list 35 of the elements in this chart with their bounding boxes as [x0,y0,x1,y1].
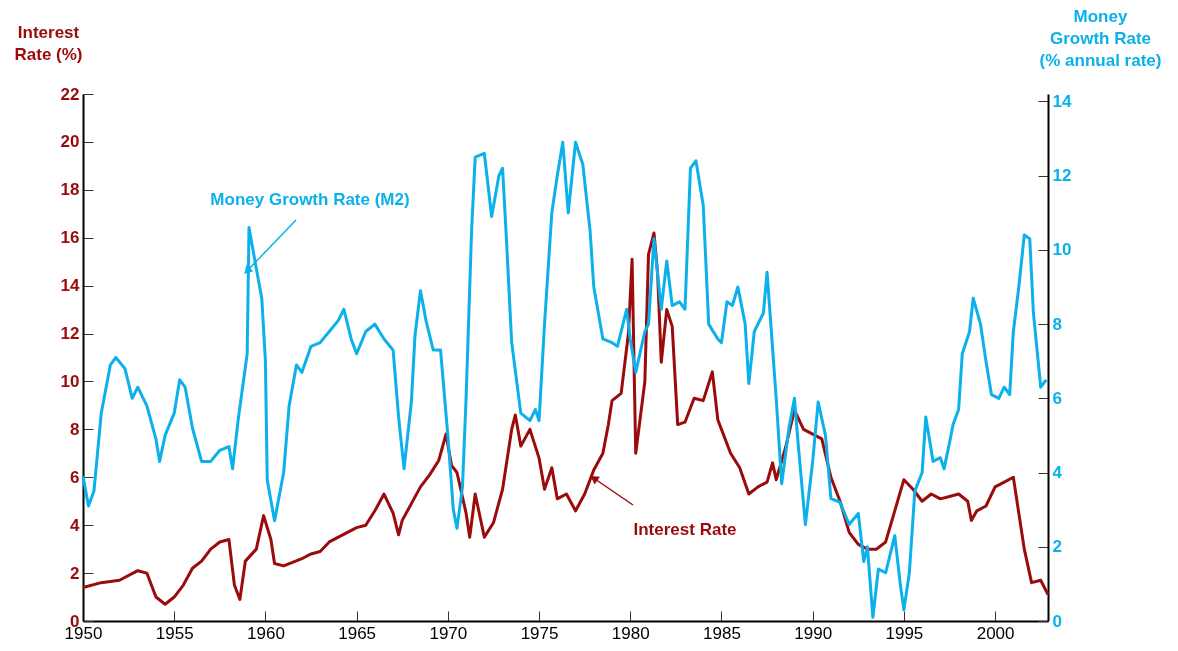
y-tick-label: 8 [70,419,80,439]
x-tick-label: 1980 [611,623,650,643]
x-tick-label: 1970 [429,623,468,643]
y2-tick-label: 2 [1052,537,1062,557]
x-tick-label: 1990 [794,623,833,643]
series-label: Interest Rate [633,520,737,539]
y2-tick-label: 12 [1052,166,1072,186]
y-tick-label: 20 [60,132,80,152]
y2-tick-label: 10 [1052,240,1072,260]
y-tick-label: 14 [60,276,81,296]
y2-tick-label: 14 [1052,91,1072,111]
x-tick-label: 1985 [703,623,741,643]
y-tick-label: 16 [60,228,80,248]
text: Money Growth Rate (M2) [210,190,410,209]
x-tick-label: 1975 [520,623,559,643]
y-tick-label: 22 [60,84,80,104]
y-tick-label: 12 [60,324,80,344]
x-tick-label: 1960 [247,623,285,643]
y2-tick-label: 0 [1052,611,1062,631]
x-tick-label: 1955 [155,623,194,643]
y2-axis-title: Money Growth Rate (% annual rate) [1039,6,1162,70]
line-series [81,140,1048,619]
y-tick-label: 2 [70,563,80,583]
y-tick-label: 4 [70,515,81,535]
y-axis-title: Interest Rate (%) [14,22,83,64]
y-tick-label: 6 [70,467,80,487]
x-tick-label: 2000 [976,623,1015,643]
line-series [81,231,1050,606]
y2-tick-label: 8 [1052,314,1062,334]
x-tick-label: 1965 [338,623,377,643]
x-tick-label: 1995 [885,623,924,643]
y-tick-label: 10 [60,371,80,391]
y2-tick-label: 4 [1052,463,1063,483]
y2-tick-label: 6 [1052,388,1062,408]
y-tick-label: 18 [60,180,80,200]
